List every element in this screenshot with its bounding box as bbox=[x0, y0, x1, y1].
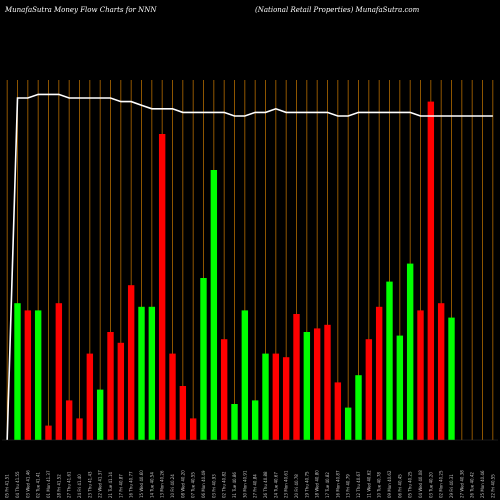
x-tick-label: 13 Mon 40.26 bbox=[160, 470, 165, 498]
money-flow-bar bbox=[179, 386, 187, 440]
x-tick-label: 23 Mon 40.61 bbox=[284, 470, 289, 498]
x-tick-label: 27 Thu 41.61 bbox=[67, 471, 72, 498]
x-tick-label: 03 Fri 40.93 bbox=[211, 474, 216, 498]
x-tick-label: 02 Tue 41.41 bbox=[36, 472, 41, 498]
chart-header-left: MunafaSutra Money Flow Charts for NNN bbox=[5, 6, 157, 14]
x-tick-label: 10 Tue 40.78 bbox=[377, 472, 382, 498]
money-flow-bar bbox=[334, 382, 342, 440]
x-tick-label: 21 Tue 41.14 bbox=[108, 472, 113, 498]
x-tick-label: 15 Wed 40.60 bbox=[139, 470, 144, 498]
money-flow-bar bbox=[251, 400, 259, 440]
x-tick-label: 02 Thu 40.82 bbox=[222, 471, 227, 498]
x-tick-label: 17 Tue 40.82 bbox=[325, 472, 330, 498]
x-tick-label: 06 Mon 40.49 bbox=[201, 470, 206, 498]
money-flow-bar bbox=[24, 310, 32, 440]
price-line bbox=[6, 93, 493, 441]
x-tick-label: 16 Mon 40.87 bbox=[335, 470, 340, 498]
x-tick-label: 20 Fri 40.78 bbox=[294, 474, 299, 498]
chart-header-right: (National Retail Properties) MunafaSutra… bbox=[255, 6, 420, 14]
money-flow-bar bbox=[86, 353, 94, 440]
money-flow-bar bbox=[293, 314, 300, 440]
x-tick-label: 13 Fri 40.79 bbox=[346, 474, 351, 498]
x-tick-label: 30 Mon 40.91 bbox=[242, 470, 247, 498]
money-flow-bar bbox=[189, 418, 197, 440]
money-flow-bar bbox=[127, 285, 135, 440]
money-flow-bar bbox=[437, 303, 445, 440]
x-tick-label: 23 Thu 41.43 bbox=[87, 471, 92, 498]
money-flow-bar bbox=[138, 306, 145, 440]
money-flow-bar bbox=[303, 332, 311, 440]
x-tick-label: 16 Thu 40.77 bbox=[129, 471, 134, 498]
x-tick-label: 24 Fri 41.40 bbox=[77, 474, 82, 498]
money-flow-bar bbox=[158, 134, 166, 440]
money-flow-bar bbox=[231, 404, 238, 440]
money-flow-bar bbox=[448, 317, 455, 440]
x-tick-label: 26 Tue 40.42 bbox=[470, 472, 475, 498]
x-tick-label: 22 Wed 41.37 bbox=[98, 470, 103, 498]
money-flow-bar bbox=[241, 310, 249, 440]
x-tick-label: 01 Mon 41.37 bbox=[46, 470, 51, 498]
x-tick-label: 03 Tue 40.20 bbox=[428, 472, 433, 498]
x-tick-label: 08 Wed 40.20 bbox=[180, 470, 185, 498]
money-flow-bar bbox=[117, 342, 125, 440]
money-flow-bar bbox=[55, 303, 63, 440]
money-flow-bar bbox=[148, 306, 156, 440]
money-flow-bar bbox=[386, 281, 393, 440]
money-flow-bar bbox=[272, 353, 280, 440]
x-tick-label: 11 Wed 40.62 bbox=[366, 470, 371, 498]
money-flow-bar bbox=[375, 306, 383, 440]
money-flow-bar bbox=[262, 353, 269, 440]
x-tick-label: 02 Mon 40.25 bbox=[439, 470, 444, 498]
money-flow-bar bbox=[344, 407, 352, 440]
money-flow-bar bbox=[406, 263, 414, 440]
money-flow-bar bbox=[365, 339, 373, 440]
x-tick-label: 31 Tue 40.86 bbox=[232, 472, 237, 498]
x-tick-label: 12 Thu 40.67 bbox=[356, 471, 361, 498]
x-tick-label: 04 Thu 41.55 bbox=[15, 471, 20, 498]
money-flow-bar bbox=[210, 170, 218, 440]
money-flow-bar bbox=[34, 310, 42, 440]
x-tick-label: 25 Mon 40.46 bbox=[480, 470, 485, 498]
money-flow-bar bbox=[282, 357, 290, 440]
x-tick-label: 19 Thu 40.75 bbox=[304, 471, 309, 498]
money-flow-bar bbox=[417, 310, 424, 440]
x-tick-label: 18 Wed 40.80 bbox=[315, 470, 320, 498]
x-tick-label: 06 Fri 40.45 bbox=[397, 474, 402, 498]
money-flow-bar bbox=[220, 339, 228, 440]
money-flow-bar bbox=[107, 332, 114, 440]
x-tick-label: 05 Fri 41.51 bbox=[5, 474, 10, 498]
x-tick-label: 22 Fri 40.55 bbox=[490, 474, 495, 498]
money-flow-bar bbox=[65, 400, 73, 440]
x-tick-label: 27 Fri 40.84 bbox=[253, 474, 258, 498]
x-tick-label: 24 Tue 40.67 bbox=[273, 472, 278, 498]
x-tick-label: 14 Tue 40.54 bbox=[149, 472, 154, 498]
money-flow-bar bbox=[313, 328, 321, 440]
x-tick-label: 05 Thu 40.25 bbox=[408, 471, 413, 498]
money-flow-bar bbox=[96, 389, 104, 440]
x-tick-label: 29 Fri 40.31 bbox=[449, 474, 454, 498]
x-tick-label: 26 Thu 40.88 bbox=[263, 471, 268, 498]
money-flow-bar bbox=[45, 425, 52, 440]
x-tick-label: 09 Mon 40.62 bbox=[387, 470, 392, 498]
x-tick-label: 17 Fri 40.87 bbox=[118, 474, 123, 498]
money-flow-bar bbox=[200, 278, 207, 440]
money-flow-bar bbox=[14, 303, 21, 440]
money-flow-bar bbox=[396, 335, 404, 440]
x-tick-label: 04 Wed 40.08 bbox=[418, 470, 423, 498]
x-tick-label: 28 Fri 41.52 bbox=[56, 474, 61, 498]
money-flow-bar bbox=[76, 418, 83, 440]
x-tick-label: 03 Wed 41.46 bbox=[25, 470, 30, 498]
x-tick-label: 27 Wed 40.38 bbox=[459, 470, 464, 498]
money-flow-bar bbox=[355, 375, 362, 440]
x-tick-label: 10 Fri 40.24 bbox=[170, 474, 175, 498]
money-flow-bar bbox=[169, 353, 176, 440]
x-tick-label: 07 Tue 40.55 bbox=[191, 472, 196, 498]
money-flow-bar bbox=[427, 101, 435, 440]
money-flow-bar bbox=[324, 324, 331, 440]
